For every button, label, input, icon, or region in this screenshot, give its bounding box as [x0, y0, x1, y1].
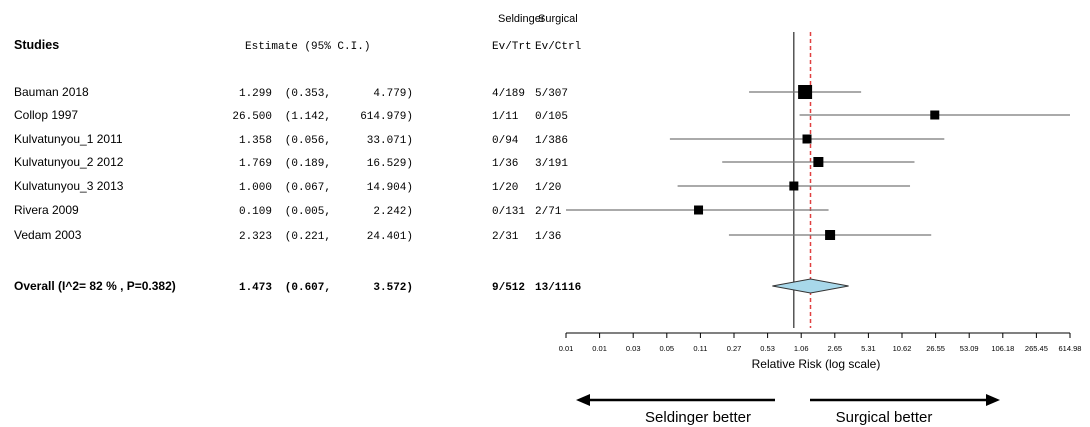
study-5-ci-upper: 2.242) [373, 206, 413, 218]
study-5-point [694, 205, 704, 215]
x-tick-label-5: 0.27 [727, 344, 742, 353]
overall-ev-ctrl: 13/1116 [535, 282, 581, 294]
study-1-point [930, 110, 940, 120]
study-6-point [825, 230, 836, 240]
x-tick-label-15: 614.98 [1059, 344, 1082, 353]
study-4-ev-trt: 1/20 [492, 182, 518, 194]
study-0-name: Bauman 2018 [14, 85, 89, 99]
header-group-ctrl: Surgical [538, 13, 578, 25]
study-3-ev-trt: 1/36 [492, 158, 518, 170]
study-rows: Bauman 2018 1.299 (0.353, 4.779) 4/189 5/307 C… [14, 85, 581, 294]
x-tick-label-11: 26.55 [926, 344, 945, 353]
x-tick-label-9: 5.31 [861, 344, 876, 353]
header-group-trt: Seldinger [498, 13, 545, 25]
study-2-name: Kulvatunyou_1 2011 [14, 132, 123, 146]
study-4-point [789, 181, 799, 191]
surgical-better-label: Surgical better [836, 409, 933, 426]
x-tick-label-1: 0.01 [592, 344, 607, 353]
study-2-estimate: 1.358 [239, 135, 272, 147]
study-0-estimate: 1.299 [239, 88, 272, 100]
study-3-name: Kulvatunyou_2 2012 [14, 155, 124, 169]
x-tick-label-8: 2.65 [827, 344, 842, 353]
study-2-ci-upper: 33.071) [367, 135, 413, 147]
study-6-ci-upper: 24.401) [367, 231, 413, 243]
x-axis-label: Relative Risk (log scale) [752, 357, 881, 371]
study-1-name: Collop 1997 [14, 108, 78, 122]
study-5-name: Rivera 2009 [14, 203, 79, 217]
study-6-ev-ctrl: 1/36 [535, 231, 561, 243]
study-0-ev-ctrl: 5/307 [535, 88, 568, 100]
x-tick-label-3: 0.05 [659, 344, 674, 353]
study-3-ci-lower: (0.189, [285, 158, 331, 170]
overall-name: Overall (I^2= 82 % , P=0.382) [14, 279, 176, 293]
study-1-ev-ctrl: 0/105 [535, 111, 568, 123]
left-arrow-head [576, 394, 590, 406]
study-1-ev-trt: 1/11 [492, 111, 519, 123]
x-tick-label-4: 0.11 [693, 344, 707, 353]
study-4-ev-ctrl: 1/20 [535, 182, 561, 194]
study-5-ci-lower: (0.005, [285, 206, 331, 218]
right-arrow-head [986, 394, 1000, 406]
study-3-point [813, 157, 824, 167]
study-6-estimate: 2.323 [239, 231, 272, 243]
x-tick-label-7: 1.06 [794, 344, 809, 353]
study-6-ci-lower: (0.221, [285, 231, 331, 243]
x-axis: 0.01 0.01 0.03 0.05 0.11 0.27 0.53 1.06 2.65 5.31… [559, 332, 1082, 353]
overall-ev-trt: 9/512 [492, 282, 525, 294]
study-4-name: Kulvatunyou_3 2013 [14, 179, 124, 193]
plot-area [566, 32, 1070, 328]
study-4-ci-lower: (0.067, [285, 182, 331, 194]
header-evtrt: Ev/Trt [492, 41, 532, 53]
study-2-ev-ctrl: 1/386 [535, 135, 568, 147]
x-tick-label-13: 106.18 [991, 344, 1014, 353]
x-tick-label-2: 0.03 [626, 344, 641, 353]
header-evctrl: Ev/Ctrl [535, 41, 581, 53]
header-studies: Studies [14, 38, 59, 52]
study-3-ci-upper: 16.529) [367, 158, 413, 170]
study-1-estimate: 26.500 [232, 111, 272, 123]
study-2-ci-lower: (0.056, [285, 135, 331, 147]
x-tick-label-14: 265.45 [1025, 344, 1048, 353]
study-1-ci-lower: (1.142, [285, 111, 331, 123]
study-2-point [802, 134, 812, 144]
study-0-ev-trt: 4/189 [492, 88, 525, 100]
header-estimate: Estimate (95% C.I.) [245, 41, 370, 53]
study-4-estimate: 1.000 [239, 182, 272, 194]
study-3-ev-ctrl: 3/191 [535, 158, 568, 170]
overall-estimate: 1.473 [239, 282, 272, 294]
overall-ci-lower: (0.607, [285, 282, 331, 294]
x-tick-label-6: 0.53 [760, 344, 775, 353]
overall-diamond [772, 278, 849, 294]
x-tick-label-12: 53.09 [960, 344, 979, 353]
study-5-ev-trt: 0/131 [492, 206, 525, 218]
study-5-ev-ctrl: 2/71 [535, 206, 562, 218]
x-tick-label-10: 10.62 [893, 344, 912, 353]
study-3-estimate: 1.769 [239, 158, 272, 170]
study-2-ev-trt: 0/94 [492, 135, 519, 147]
study-0-ci-lower: (0.353, [285, 88, 331, 100]
x-tick-label-0: 0.01 [559, 344, 574, 353]
study-6-name: Vedam 2003 [14, 228, 82, 242]
study-0-point [798, 85, 813, 99]
study-4-ci-upper: 14.904) [367, 182, 413, 194]
study-0-ci-upper: 4.779) [373, 88, 413, 100]
study-1-ci-upper: 614.979) [360, 111, 413, 123]
study-5-estimate: 0.109 [239, 206, 272, 218]
seldinger-better-label: Seldinger better [645, 409, 751, 426]
study-6-ev-trt: 2/31 [492, 231, 519, 243]
overall-ci-upper: 3.572) [373, 282, 413, 294]
